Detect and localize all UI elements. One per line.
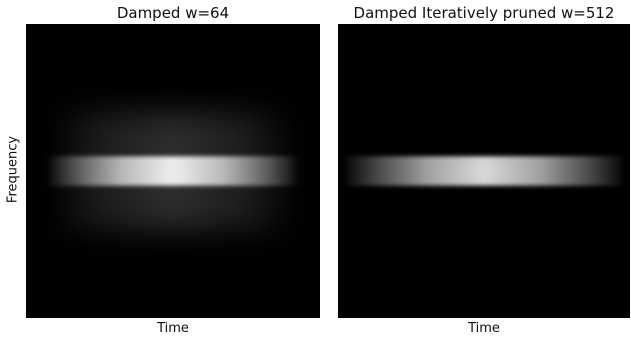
left-chart-title: Damped w=64 [116, 4, 230, 22]
right-chart-title: Damped Iteratively pruned w=512 [353, 4, 615, 22]
left-chart-ylabel: Frequency [5, 135, 21, 204]
energy-band [346, 156, 622, 186]
left-spectrogram [26, 24, 320, 318]
left-chart-xlabel: Time [157, 321, 189, 336]
energy-band [49, 156, 297, 186]
right-chart-xlabel: Time [468, 321, 500, 336]
right-spectrogram [338, 24, 630, 318]
